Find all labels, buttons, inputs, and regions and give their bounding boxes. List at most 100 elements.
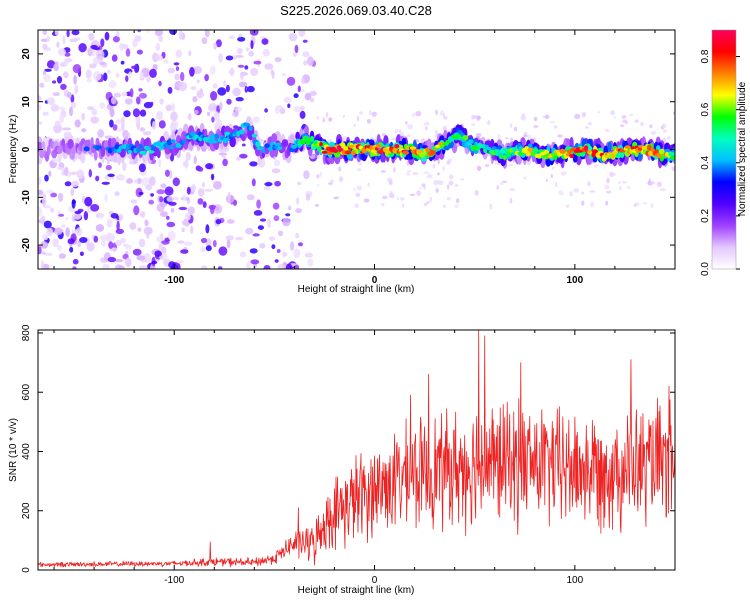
ridge-cell bbox=[670, 155, 675, 161]
noise-cell bbox=[288, 205, 292, 211]
noise-cell bbox=[357, 161, 363, 166]
ridge-cell bbox=[80, 152, 86, 164]
noise-cell bbox=[119, 42, 125, 51]
noise-cell bbox=[48, 170, 52, 177]
noise-cell bbox=[154, 30, 163, 37]
noise-cell bbox=[53, 63, 59, 72]
noise-cell bbox=[115, 240, 122, 246]
noise-cell bbox=[42, 30, 47, 36]
ridge-cell bbox=[394, 144, 400, 149]
noise-cell bbox=[164, 186, 174, 196]
noise-cell bbox=[121, 92, 128, 97]
noise-cell bbox=[139, 265, 148, 269]
noise-cell bbox=[205, 163, 214, 170]
noise-cell bbox=[138, 163, 146, 173]
noise-cell bbox=[96, 49, 105, 60]
ridge-cell bbox=[328, 141, 335, 149]
noise-cell bbox=[307, 258, 314, 267]
noise-cell bbox=[87, 106, 95, 110]
spectrogram-x-ticks: -100 0 100 bbox=[53, 30, 656, 286]
noise-cell bbox=[407, 170, 412, 173]
noise-cell bbox=[145, 184, 153, 191]
noise-cell bbox=[606, 177, 610, 184]
ridge-cell bbox=[425, 147, 430, 152]
ridge-cell bbox=[344, 150, 352, 155]
noise-cell bbox=[40, 241, 49, 249]
noise-cell bbox=[44, 252, 53, 256]
ridge-cell bbox=[648, 150, 654, 156]
noise-cell bbox=[293, 248, 301, 259]
noise-cell bbox=[40, 260, 45, 269]
noise-cell bbox=[605, 190, 612, 194]
noise-cell bbox=[86, 78, 92, 83]
noise-cell bbox=[215, 39, 222, 48]
noise-cell bbox=[90, 44, 98, 50]
noise-cell bbox=[411, 113, 416, 117]
colorbar: 0.0 0.2 0.4 0.6 0.8 Normalized spectral ampl… bbox=[700, 29, 748, 276]
colorbar-tick-label: 0.6 bbox=[700, 102, 711, 116]
ridge-cell bbox=[524, 146, 529, 150]
x-tick-label: -100 bbox=[164, 575, 184, 586]
noise-cell bbox=[188, 50, 192, 57]
noise-cell bbox=[339, 176, 344, 182]
noise-cell bbox=[61, 224, 66, 228]
noise-cell bbox=[550, 174, 553, 179]
noise-cell bbox=[52, 158, 59, 163]
noise-cell bbox=[304, 92, 312, 101]
ridge-cell bbox=[518, 151, 524, 156]
noise-cell bbox=[244, 86, 248, 93]
noise-cell bbox=[544, 114, 550, 120]
noise-cell bbox=[88, 169, 93, 178]
ridge-cell bbox=[536, 153, 542, 159]
y-tick-label: 800 bbox=[21, 324, 32, 341]
noise-cell bbox=[49, 207, 55, 213]
noise-cell bbox=[196, 79, 200, 83]
noise-cell bbox=[210, 91, 218, 101]
ridge-cell bbox=[587, 145, 593, 151]
noise-cell bbox=[137, 227, 142, 232]
noise-cell bbox=[176, 259, 185, 264]
noise-cell bbox=[393, 167, 396, 173]
noise-cell bbox=[400, 197, 405, 201]
noise-cell bbox=[262, 48, 270, 57]
noise-cell bbox=[85, 69, 92, 79]
noise-cell bbox=[366, 118, 371, 124]
noise-cell bbox=[125, 75, 129, 82]
noise-cell bbox=[253, 210, 263, 216]
ridge-cell bbox=[155, 141, 162, 147]
ridge-cell bbox=[122, 144, 127, 149]
noise-cell bbox=[74, 85, 79, 95]
noise-cell bbox=[449, 174, 454, 180]
noise-cell bbox=[140, 211, 146, 218]
noise-cell bbox=[181, 227, 185, 233]
ridge-cell bbox=[462, 135, 469, 141]
snr-panel: -100 0 100 0 200 400 600 800 Height of straigh… bbox=[8, 324, 676, 596]
noise-cell bbox=[97, 129, 105, 138]
noise-cell bbox=[424, 126, 428, 131]
noise-cell bbox=[286, 76, 296, 86]
noise-cell bbox=[38, 206, 43, 217]
ridge-cell bbox=[541, 155, 548, 160]
noise-cell bbox=[263, 265, 271, 269]
noise-cell bbox=[38, 95, 42, 103]
noise-cell bbox=[446, 184, 450, 190]
noise-cell bbox=[173, 62, 180, 66]
noise-cell bbox=[181, 219, 189, 226]
noise-cell bbox=[505, 137, 509, 140]
figure-title: S225.2026.069.03.40.C28 bbox=[280, 3, 432, 18]
ridge-cell bbox=[668, 151, 674, 156]
noise-cell bbox=[225, 55, 234, 61]
ridge-cell bbox=[525, 151, 532, 157]
noise-cell bbox=[416, 190, 422, 197]
noise-cell bbox=[225, 235, 235, 241]
noise-cell bbox=[671, 166, 675, 171]
noise-cell bbox=[454, 204, 459, 209]
noise-cell bbox=[226, 238, 231, 249]
noise-cell bbox=[223, 80, 227, 87]
noise-cell bbox=[125, 48, 131, 57]
ridge-cell bbox=[289, 147, 296, 153]
noise-cell bbox=[100, 38, 105, 47]
noise-cell bbox=[116, 220, 120, 231]
ridge-cell bbox=[483, 148, 487, 154]
noise-cell bbox=[102, 263, 110, 269]
